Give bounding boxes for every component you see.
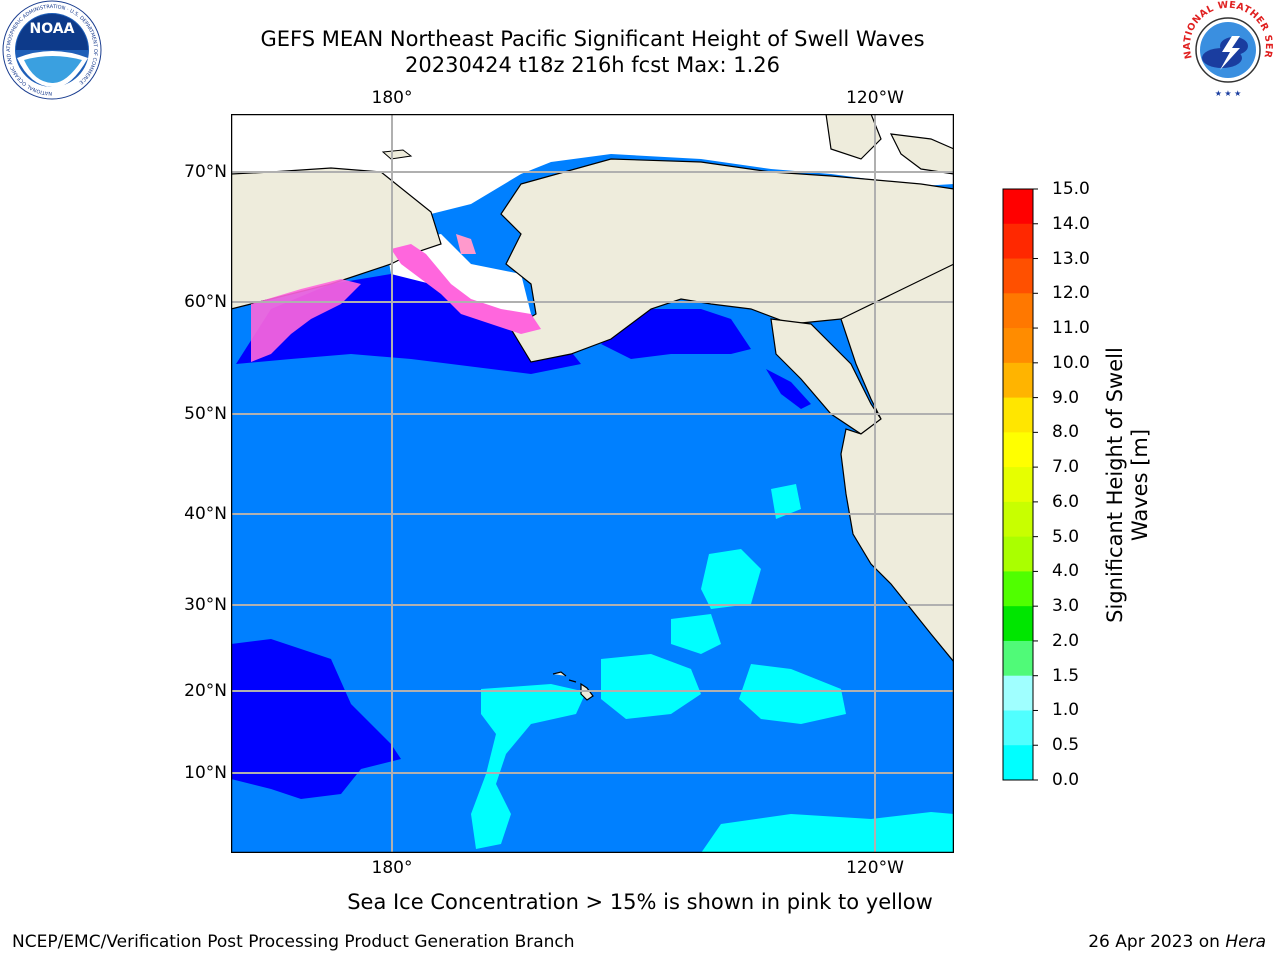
colorbar-tick-label: 9.0 xyxy=(1052,387,1080,408)
footer-date: 26 Apr 2023 on Hera xyxy=(1088,932,1266,952)
sea-ice-siberia xyxy=(251,279,361,362)
colorbar-tick-label: 11.0 xyxy=(1052,318,1090,339)
lat-label-60n: 60°N xyxy=(184,292,227,312)
colorbar-segment xyxy=(1003,223,1033,260)
noaa-logo: NOAA NATIONAL OCEANIC AND ATMOSPHERIC AD… xyxy=(2,0,102,100)
low-swell-gulf-alaska xyxy=(601,309,751,359)
colorbar-segment xyxy=(1003,640,1033,677)
colorbar-tick-label: 8.0 xyxy=(1052,422,1080,443)
swell-patch-east-3 xyxy=(701,549,761,609)
swell-patch-east-2 xyxy=(671,614,721,654)
colorbar-segment xyxy=(1003,328,1033,364)
lat-label-70n: 70°N xyxy=(184,162,227,182)
swell-height-map xyxy=(231,114,954,853)
colorbar-tick-label: 10.0 xyxy=(1052,352,1090,373)
sea-ice-bering xyxy=(391,244,541,334)
colorbar-segment xyxy=(1003,710,1033,746)
colorbar-segment xyxy=(1003,397,1033,433)
lon-label-bottom-120w: 120°W xyxy=(846,858,904,878)
colorbar-tick-label: 12.0 xyxy=(1052,283,1090,304)
colorbar-tick-label: 3.0 xyxy=(1052,596,1080,617)
map-title-line2: 20230424 t18z 216h fcst Max: 1.26 xyxy=(405,53,780,77)
colorbar-tick-label: 6.0 xyxy=(1052,491,1080,512)
lon-label-bottom-180: 180° xyxy=(371,858,413,878)
colorbar-tick-label: 15.0 xyxy=(1052,179,1090,199)
sea-ice-norton xyxy=(456,234,476,254)
sea-ice-note: Sea Ice Concentration > 15% is shown in … xyxy=(347,890,933,914)
footer-branch: NCEP/EMC/Verification Post Processing Pr… xyxy=(12,932,575,952)
lat-label-30n: 30°N xyxy=(184,595,227,615)
colorbar-segment xyxy=(1003,501,1033,538)
colorbar-tick-label: 7.0 xyxy=(1052,457,1080,478)
colorbar-segment xyxy=(1003,571,1033,607)
noaa-logo-text: NOAA xyxy=(30,21,75,37)
lat-label-50n: 50°N xyxy=(184,404,227,424)
land-alaska xyxy=(500,158,954,363)
colorbar-segment xyxy=(1003,189,1033,225)
colorbar-segment xyxy=(1003,675,1033,711)
footer-host: Hera xyxy=(1225,932,1266,952)
low-swell-west-tropics xyxy=(231,639,401,799)
colorbar-frame xyxy=(1002,188,1034,781)
land-arctic-islands-2 xyxy=(889,133,954,175)
colorbar-tick-label: 0.0 xyxy=(1052,770,1080,790)
colorbar-tick-label: 4.0 xyxy=(1052,561,1080,582)
colorbar-tick-label: 1.0 xyxy=(1052,700,1080,721)
colorbar-segment xyxy=(1003,362,1033,399)
colorbar-segment xyxy=(1003,293,1033,329)
colorbar-tick-label: 2.0 xyxy=(1052,630,1080,651)
map-frame xyxy=(231,114,954,853)
colorbar-title: Significant Height of Swell Waves [m] xyxy=(1103,347,1152,623)
swell-patch-north-small xyxy=(771,484,801,519)
colorbar xyxy=(1002,188,1038,781)
swell-patch-south xyxy=(701,812,954,853)
low-swell-bc-coast xyxy=(766,369,811,409)
map-title-line1: GEFS MEAN Northeast Pacific Significant … xyxy=(260,27,925,51)
land-hawaii xyxy=(552,671,594,701)
colorbar-segment xyxy=(1003,467,1033,503)
colorbar-segment xyxy=(1003,606,1033,642)
nws-logo: NATIONAL WEATHER SERVICE ★ ★ ★ xyxy=(1176,0,1276,98)
land-arctic-islands xyxy=(825,114,882,160)
colorbar-tick-label: 0.5 xyxy=(1052,735,1080,756)
colorbar-segment xyxy=(1003,432,1033,468)
lat-label-20n: 20°N xyxy=(184,681,227,701)
colorbar-tick-label: 1.5 xyxy=(1052,665,1080,686)
swell-patch-central xyxy=(601,654,701,719)
footer-date-text: 26 Apr 2023 on xyxy=(1088,932,1220,952)
lat-label-40n: 40°N xyxy=(184,504,227,524)
colorbar-segment xyxy=(1003,745,1033,781)
swell-patch-hawaii xyxy=(471,684,586,849)
colorbar-tick-label: 13.0 xyxy=(1052,248,1090,269)
swell-patch-east-1 xyxy=(739,664,846,724)
colorbar-segment xyxy=(1003,258,1033,294)
graticule xyxy=(231,114,954,853)
lon-label-top-120w: 120°W xyxy=(846,88,904,108)
colorbar-segment xyxy=(1003,536,1033,572)
arctic-no-data xyxy=(231,114,954,214)
land-wrangel xyxy=(381,149,413,160)
lon-label-top-180: 180° xyxy=(371,88,413,108)
svg-text:★ ★ ★: ★ ★ ★ xyxy=(1215,89,1242,98)
lat-label-10n: 10°N xyxy=(184,763,227,783)
colorbar-tick-label: 14.0 xyxy=(1052,213,1090,234)
colorbar-tick-label: 5.0 xyxy=(1052,526,1080,547)
